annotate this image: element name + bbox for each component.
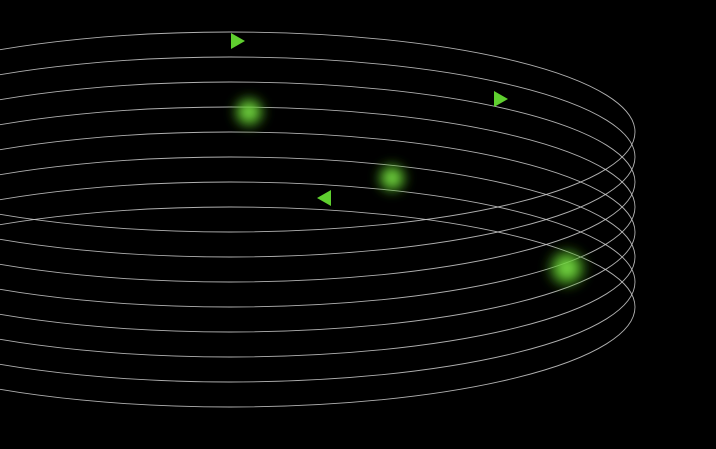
orbit-ring: [0, 31, 636, 233]
orbit-ring: [0, 181, 636, 383]
direction-arrows: [231, 33, 508, 206]
glow-particle: [544, 245, 590, 291]
orbit-ring: [0, 81, 636, 283]
arrow-left-icon: [317, 190, 331, 206]
arrow-right-icon: [494, 91, 508, 107]
glow-particles: [230, 93, 590, 291]
orbit-ring: [0, 206, 636, 408]
orbit-ring: [0, 156, 636, 358]
orbit-ring: [0, 106, 636, 308]
orbit-ring: [0, 56, 636, 258]
arrow-right-icon: [231, 33, 245, 49]
glow-particle: [374, 160, 410, 196]
orbit-ring: [0, 131, 636, 333]
glow-particle: [230, 93, 268, 131]
orbit-rings: [0, 31, 636, 408]
